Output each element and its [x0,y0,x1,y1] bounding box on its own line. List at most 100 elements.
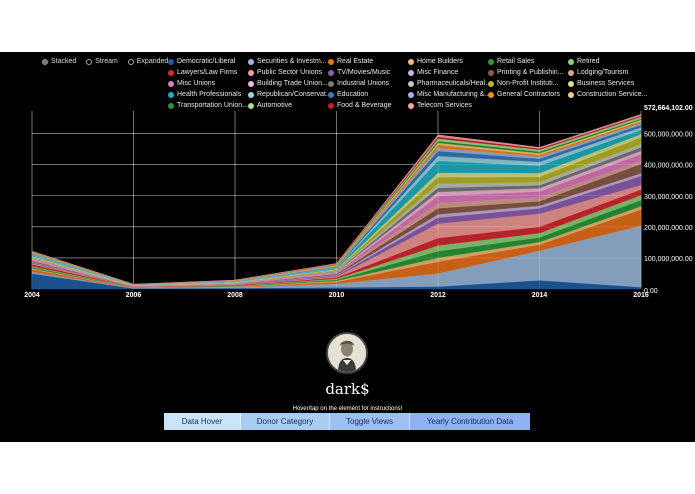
legend-item[interactable]: Home Builders [408,56,488,67]
y-tick-label: 0.00 [644,288,658,295]
legend-item[interactable]: Education [328,89,408,100]
legend-swatch [408,91,414,98]
legend-item[interactable]: Industrial Unions [328,78,408,89]
legend-swatch [408,102,414,109]
legend-swatch [328,102,334,109]
legend-item[interactable]: Food & Beverage [328,100,408,111]
legend-item[interactable]: Lawyers/Law Firms [168,67,248,78]
legend-item[interactable]: Construction Service... [568,89,648,100]
legend-item[interactable]: Health Professionals [168,89,248,100]
legend-item[interactable]: Misc Manufacturing &... [408,89,488,100]
legend-swatch [168,69,174,76]
legend-swatch [408,69,414,76]
x-tick-label: 2012 [430,292,446,299]
legend-item[interactable]: Misc Unions [168,78,248,89]
view-mode-label: Expanded [136,58,169,65]
legend-item[interactable]: Printing & Publishin... [488,67,568,78]
radio-icon [127,58,134,65]
area-series[interactable] [31,114,642,285]
legend-swatch [568,69,574,76]
toggle-views-button[interactable]: Toggle Views [330,413,410,430]
portrait-icon [328,334,366,372]
y-tick-label: 400,000,000.00 [644,163,693,170]
legend-swatch [248,69,254,76]
view-mode-label: Stacked [51,58,77,65]
legend-item[interactable]: Democratic/Liberal [168,56,248,67]
legend-item[interactable]: Retired [568,56,648,67]
legend-item[interactable]: Building Trade Union... [248,78,328,89]
x-tick-label: 2006 [126,292,142,299]
legend-swatch [488,58,494,65]
legend-label: Health Professionals [177,91,242,98]
x-tick-label: 2016 [633,292,649,299]
legend-swatch [488,91,494,98]
instructions-hint: Hover/tap on the element for instruction… [292,406,403,412]
legend-swatch [408,80,414,87]
legend-item[interactable]: Non-Profit Instituti... [488,78,568,89]
legend-label: Non-Profit Instituti... [497,80,559,87]
nav-bar: Data Hover Donor Category Toggle Views Y… [164,413,530,430]
legend-swatch [568,91,574,98]
legend-label: Automotive [257,102,293,109]
donor-category-button[interactable]: Donor Category [241,413,330,430]
legend-swatch [168,80,174,87]
view-mode-stream[interactable]: Stream [86,58,118,65]
legend-label: Telecom Services [417,102,472,109]
legend-item[interactable]: Lodging/Tourism [568,67,648,78]
y-tick-label: 500,000,000.00 [644,132,693,139]
legend-label: Misc Unions [177,80,216,87]
radio-selected-icon [42,58,48,65]
legend-item[interactable]: Public Sector Unions [248,67,328,78]
legend-swatch [328,69,334,76]
legend-label: Misc Manufacturing &... [417,91,488,98]
legend-label: Retired [577,58,600,65]
view-mode-expanded[interactable]: Expanded [127,58,169,65]
legend-item[interactable]: TV/Movies/Music [328,67,408,78]
y-tick-label: 100,000,000.00 [644,256,693,263]
chart-stage: Stacked Stream Expanded Democratic/Liber… [0,52,695,442]
legend-swatch [328,58,334,65]
legend-label: Construction Service... [577,91,648,98]
y-tick-label: 300,000,000.00 [644,194,693,201]
legend-item[interactable]: Republican/Conservat... [248,89,328,100]
yearly-contribution-data-button[interactable]: Yearly Contribution Data [410,413,530,430]
legend-item[interactable]: Automotive [248,100,328,111]
y-tick-label: 572,664,102.00 [644,105,693,112]
legend-swatch [328,80,334,87]
legend-label: Misc Finance [417,69,459,76]
legend-swatch [168,91,174,98]
legend-item[interactable]: Real Estate [328,56,408,67]
legend-label: Real Estate [337,58,374,65]
legend-item[interactable]: Transportation Union... [168,100,248,111]
legend-item[interactable]: Business Services [568,78,648,89]
legend-label: Business Services [577,80,635,87]
legend-swatch [488,80,494,87]
legend-label: Building Trade Union... [257,80,328,87]
y-tick-label: 200,000,000.00 [644,225,693,232]
legend-label: Lawyers/Law Firms [177,69,238,76]
legend-swatch [168,102,174,109]
legend-item[interactable]: Misc Finance [408,67,488,78]
x-tick-label: 2010 [329,292,345,299]
legend-label: General Contractors [497,91,561,98]
legend-swatch [168,58,174,65]
legend-item[interactable]: Retail Sales [488,56,568,67]
legend-label: Printing & Publishin... [497,69,564,76]
legend-label: Food & Beverage [337,102,392,109]
legend-swatch [568,80,574,87]
legend-label: Industrial Unions [337,80,390,87]
radio-icon [86,58,93,65]
legend-label: Transportation Union... [177,102,248,109]
legend-item[interactable]: Securities & Investm... [248,56,328,67]
legend-swatch [408,58,414,65]
legend-item[interactable]: General Contractors [488,89,568,100]
x-tick-label: 2008 [227,292,243,299]
legend-item[interactable]: Pharmaceuticals/Heal... [408,78,488,89]
legend-label: TV/Movies/Music [337,69,391,76]
series-legend: Democratic/Liberal Securities & Investm..… [168,56,648,111]
legend-swatch [488,69,494,76]
legend-item[interactable]: Telecom Services [408,100,488,111]
data-hover-button[interactable]: Data Hover [164,413,241,430]
view-mode-stacked[interactable]: Stacked [42,58,76,65]
legend-swatch [248,102,254,109]
